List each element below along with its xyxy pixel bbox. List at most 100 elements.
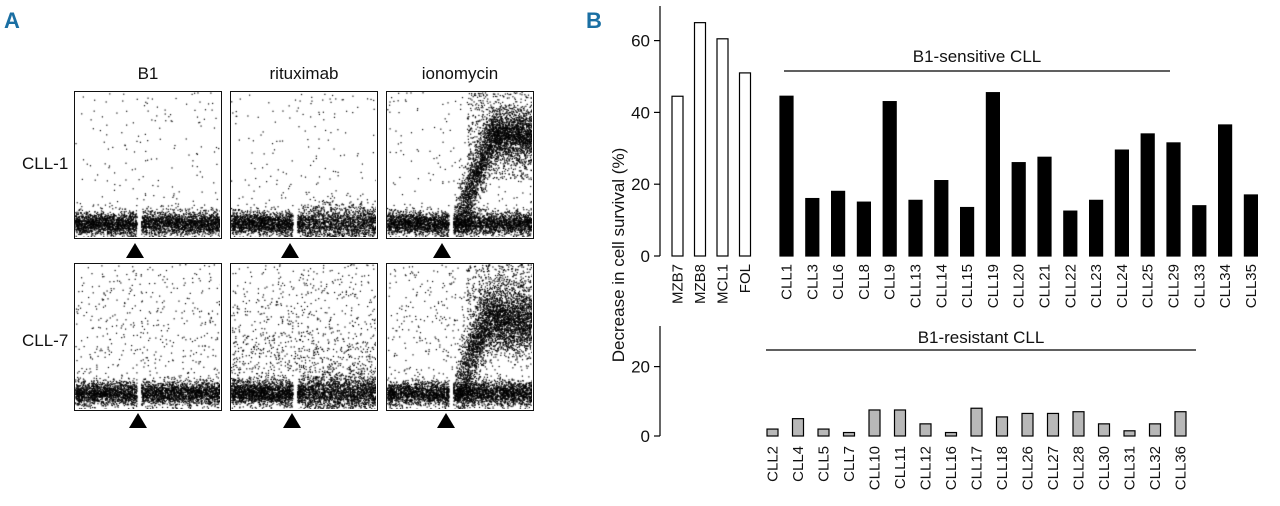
x-tick-label-cll17: CLL17 (969, 446, 986, 490)
bar-cll15 (960, 206, 975, 257)
bar-cll8 (856, 201, 871, 257)
column-title-b1: B1 (137, 64, 159, 83)
x-tick-label-mzb7: MZB7 (670, 264, 687, 304)
group-label-b1-sensitive: B1-sensitive CLL (913, 47, 1042, 66)
x-tick-label-cll18: CLL18 (994, 446, 1011, 490)
bar-cll28 (1072, 411, 1085, 437)
bar-cll22 (1063, 210, 1078, 257)
x-tick-label-cll10: CLL10 (867, 446, 884, 490)
bar-cll33 (1192, 205, 1207, 257)
group-label-b1-resistant: B1-resistant CLL (918, 328, 1045, 347)
x-tick-label-cll4: CLL4 (790, 446, 807, 482)
y-tick-label: 0 (641, 247, 650, 266)
x-tick-label-cll15: CLL15 (959, 264, 976, 308)
arrowhead-marker (129, 413, 147, 428)
x-tick-label-cll20: CLL20 (1011, 264, 1028, 308)
x-tick-label-mzb8: MZB8 (692, 264, 709, 304)
x-tick-label-cll1: CLL1 (779, 264, 796, 300)
bar-cll3 (805, 197, 820, 257)
y-axis-label: Decrease in cell survival (%) (609, 148, 628, 362)
arrowhead-marker (433, 243, 451, 258)
x-tick-label-cll9: CLL9 (882, 264, 899, 300)
arrowhead-marker (126, 243, 144, 258)
x-tick-label-cll7: CLL7 (841, 446, 858, 482)
x-tick-label-cll6: CLL6 (830, 264, 847, 300)
dotplot-cll1-rituximab (230, 91, 378, 239)
arrowhead-marker (283, 413, 301, 428)
bar-cll5 (817, 428, 830, 437)
bar-cll16 (944, 431, 958, 437)
bar-mzb8 (693, 22, 707, 257)
y-tick-label: 60 (631, 32, 650, 51)
y-tick-label: 0 (641, 427, 650, 446)
bar-cll13 (908, 199, 923, 257)
x-tick-label-cll23: CLL23 (1088, 264, 1105, 308)
column-title-rituximab: rituximab (269, 64, 339, 83)
x-tick-label-cll5: CLL5 (816, 446, 833, 482)
y-tick-label: 40 (631, 103, 650, 122)
x-tick-label-cll12: CLL12 (918, 446, 935, 490)
bar-cll21 (1037, 156, 1052, 257)
x-tick-label-cll30: CLL30 (1096, 446, 1113, 490)
x-tick-label-cll2: CLL2 (765, 446, 782, 482)
x-tick-label-cll22: CLL22 (1062, 264, 1079, 308)
bar-cll32 (1148, 423, 1162, 437)
x-tick-label-cll25: CLL25 (1140, 264, 1157, 308)
arrowhead-marker (437, 413, 455, 428)
bar-fol (738, 72, 752, 257)
x-tick-label-cll34: CLL34 (1217, 264, 1234, 308)
bar-cll6 (831, 190, 846, 257)
bar-cll26 (1021, 412, 1034, 437)
x-tick-label-cll26: CLL26 (1020, 446, 1037, 490)
bar-cll12 (919, 423, 932, 437)
x-tick-label-mcl1: MCL1 (715, 264, 732, 304)
bar-cll10 (868, 409, 881, 437)
bar-cll11 (893, 409, 907, 437)
y-tick-label: 20 (631, 358, 650, 377)
bar-cll4 (791, 418, 805, 437)
bar-cll24 (1114, 149, 1130, 257)
dotplot-cll7-ionomycin (386, 263, 534, 411)
bar-cll7 (842, 431, 856, 437)
x-tick-label-cll8: CLL8 (856, 264, 873, 300)
dotplot-cll7-rituximab (230, 263, 378, 411)
bar-cll9 (882, 101, 897, 257)
bar-mcl1 (716, 38, 729, 257)
bar-cll14 (934, 180, 949, 257)
x-tick-label-cll28: CLL28 (1071, 446, 1088, 490)
bar-cll18 (995, 416, 1009, 437)
row-label-cll-7: CLL-7 (22, 331, 69, 350)
bar-cll30 (1097, 423, 1111, 437)
bar-cll2 (766, 428, 779, 437)
dotplot-cll1-ionomycin (386, 91, 534, 239)
bar-cll36 (1174, 411, 1187, 437)
x-tick-label-cll31: CLL31 (1122, 446, 1139, 490)
x-tick-label-cll29: CLL29 (1166, 264, 1183, 308)
x-tick-label-fol: FOL (737, 264, 754, 293)
bar-cll1 (779, 95, 794, 257)
panel-b-letter: B (586, 8, 602, 33)
column-title-ionomycin: ionomycin (421, 64, 499, 83)
x-tick-label-cll16: CLL16 (943, 446, 960, 490)
bar-cll20 (1011, 162, 1026, 257)
x-tick-label-cll21: CLL21 (1037, 264, 1054, 308)
bar-cll31 (1123, 430, 1136, 437)
bar-cll19 (985, 92, 1000, 257)
bar-cll17 (970, 407, 983, 437)
bar-chart-b: 0 20 40 60 0 20 MZB7 MZB8 MCL1 FOL CLL1 CLL3 CLL6 CLL… (609, 6, 1260, 490)
x-tick-label-cll14: CLL14 (933, 264, 950, 308)
bar-cll23 (1089, 199, 1104, 257)
x-tick-label-cll11: CLL11 (892, 446, 909, 489)
bar-cll35 (1243, 194, 1259, 257)
bar-cll29 (1166, 142, 1181, 257)
arrowhead-marker (281, 243, 299, 258)
x-tick-label-cll27: CLL27 (1045, 446, 1062, 490)
dotplot-cll7-b1 (74, 263, 222, 411)
dotplot-cll1-b1 (74, 91, 222, 239)
bar-cll34 (1217, 124, 1233, 257)
x-tick-label-cll32: CLL32 (1147, 446, 1164, 490)
bar-cll27 (1046, 412, 1060, 437)
x-tick-label-cll3: CLL3 (804, 264, 821, 300)
x-tick-label-cll19: CLL19 (985, 264, 1002, 308)
bar-cll25 (1140, 133, 1155, 257)
